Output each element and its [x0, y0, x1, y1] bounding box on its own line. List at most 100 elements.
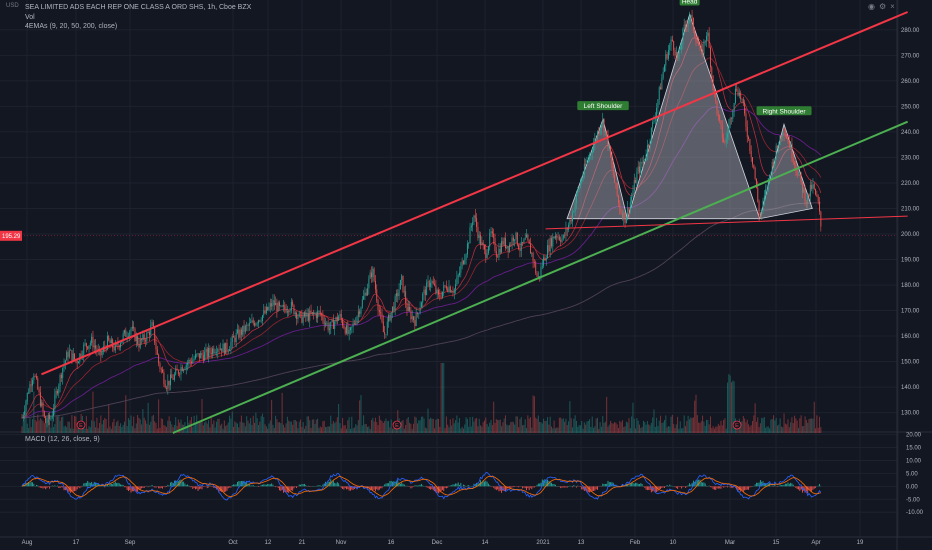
volume-bar — [347, 420, 349, 433]
candle — [678, 49, 680, 59]
candle — [146, 332, 148, 342]
candle — [794, 162, 796, 165]
volume-indicator-label[interactable]: Vol — [25, 13, 35, 21]
volume-bar — [314, 424, 316, 433]
symbol-title[interactable]: SEA LIMITED ADS EACH REP ONE CLASS A ORD… — [25, 4, 252, 11]
volume-bar — [615, 422, 617, 433]
candle — [42, 402, 44, 412]
volume-bar — [799, 418, 801, 433]
volume-bar — [470, 426, 472, 433]
macd-histogram-bar — [59, 486, 61, 488]
candle — [139, 338, 141, 348]
candle — [194, 354, 196, 359]
candle — [553, 236, 555, 239]
volume-bar — [223, 420, 225, 433]
macd-histogram-bar — [759, 480, 761, 487]
candle — [192, 359, 194, 363]
volume-bar — [561, 419, 563, 433]
candle — [597, 131, 598, 140]
candle — [434, 283, 436, 286]
candle — [443, 285, 445, 292]
volume-bar — [214, 427, 216, 433]
candle — [154, 327, 156, 343]
volume-bar — [265, 426, 267, 433]
macd-histogram-bar — [536, 484, 538, 487]
volume-bar — [298, 421, 300, 433]
candle — [214, 352, 216, 354]
macd-histogram-bar — [790, 482, 792, 487]
candle — [185, 364, 187, 369]
volume-bar — [208, 420, 210, 433]
volume-bar — [464, 424, 466, 433]
volume-bar — [498, 420, 500, 433]
macd-histogram-bar — [724, 486, 726, 488]
volume-bar — [787, 419, 789, 433]
candle — [661, 78, 663, 90]
ema-indicator-label[interactable]: 4EMAs (9, 20, 50, 200, close) — [25, 23, 118, 30]
eye-icon[interactable]: ◉ — [868, 2, 879, 11]
candle — [503, 238, 505, 245]
candle — [334, 321, 336, 329]
volume-bar — [815, 428, 817, 433]
candle — [727, 133, 728, 138]
candle — [317, 311, 319, 319]
volume-bar — [201, 399, 203, 433]
macd-histogram-bar — [79, 486, 81, 489]
macd-histogram-bar — [748, 486, 750, 490]
settings-icon[interactable]: ⚙ — [878, 2, 891, 11]
close-icon[interactable]: × — [890, 2, 899, 11]
volume-bar — [511, 421, 513, 433]
volume-bar — [585, 424, 587, 433]
candle — [413, 316, 414, 321]
candle — [511, 237, 513, 245]
volume-bar — [95, 427, 97, 433]
candle — [45, 416, 47, 424]
volume-bar — [623, 427, 625, 433]
macd-histogram-bar — [757, 482, 759, 487]
candle — [733, 102, 735, 112]
macd-histogram-bar — [121, 484, 123, 487]
candle — [78, 361, 79, 364]
candle — [133, 326, 135, 329]
candle — [117, 343, 119, 346]
macd-histogram-bar — [691, 482, 693, 487]
candle — [258, 320, 259, 324]
volume-bar — [448, 427, 450, 433]
macd-histogram-bar — [687, 485, 689, 487]
candle — [554, 235, 556, 239]
candle — [66, 352, 68, 361]
volume-bar — [565, 418, 567, 433]
macd-histogram-bar — [265, 484, 267, 487]
candle — [473, 215, 475, 222]
candle — [624, 212, 626, 224]
candle — [804, 189, 806, 203]
macd-indicator-label[interactable]: MACD (12, 26, close, 9) — [25, 436, 100, 443]
macd-histogram-bar — [60, 486, 62, 488]
candle — [809, 184, 811, 197]
macd-histogram-bar — [376, 486, 378, 490]
candle — [543, 257, 545, 266]
candle — [101, 351, 103, 356]
candle — [544, 257, 546, 261]
volume-bar — [757, 417, 759, 433]
lower-channel-line — [172, 120, 909, 434]
macd-histogram-bar — [298, 484, 300, 487]
macd-histogram-bar — [426, 486, 428, 488]
volume-bar — [282, 424, 284, 433]
macd-histogram-bar — [629, 483, 631, 487]
candle — [435, 285, 437, 293]
macd-histogram-bar — [819, 483, 820, 487]
volume-bar — [426, 428, 428, 433]
candle — [415, 312, 417, 326]
volume-bar — [363, 415, 365, 433]
macd-histogram-bar — [761, 481, 763, 487]
macd-histogram-bar — [706, 485, 707, 487]
candle — [816, 194, 818, 197]
macd-histogram-bar — [45, 486, 47, 490]
macd-histogram-bar — [200, 486, 202, 489]
candle — [261, 315, 263, 322]
macd-histogram-bar — [712, 486, 714, 490]
volume-bar — [469, 416, 471, 433]
candle — [489, 233, 491, 247]
